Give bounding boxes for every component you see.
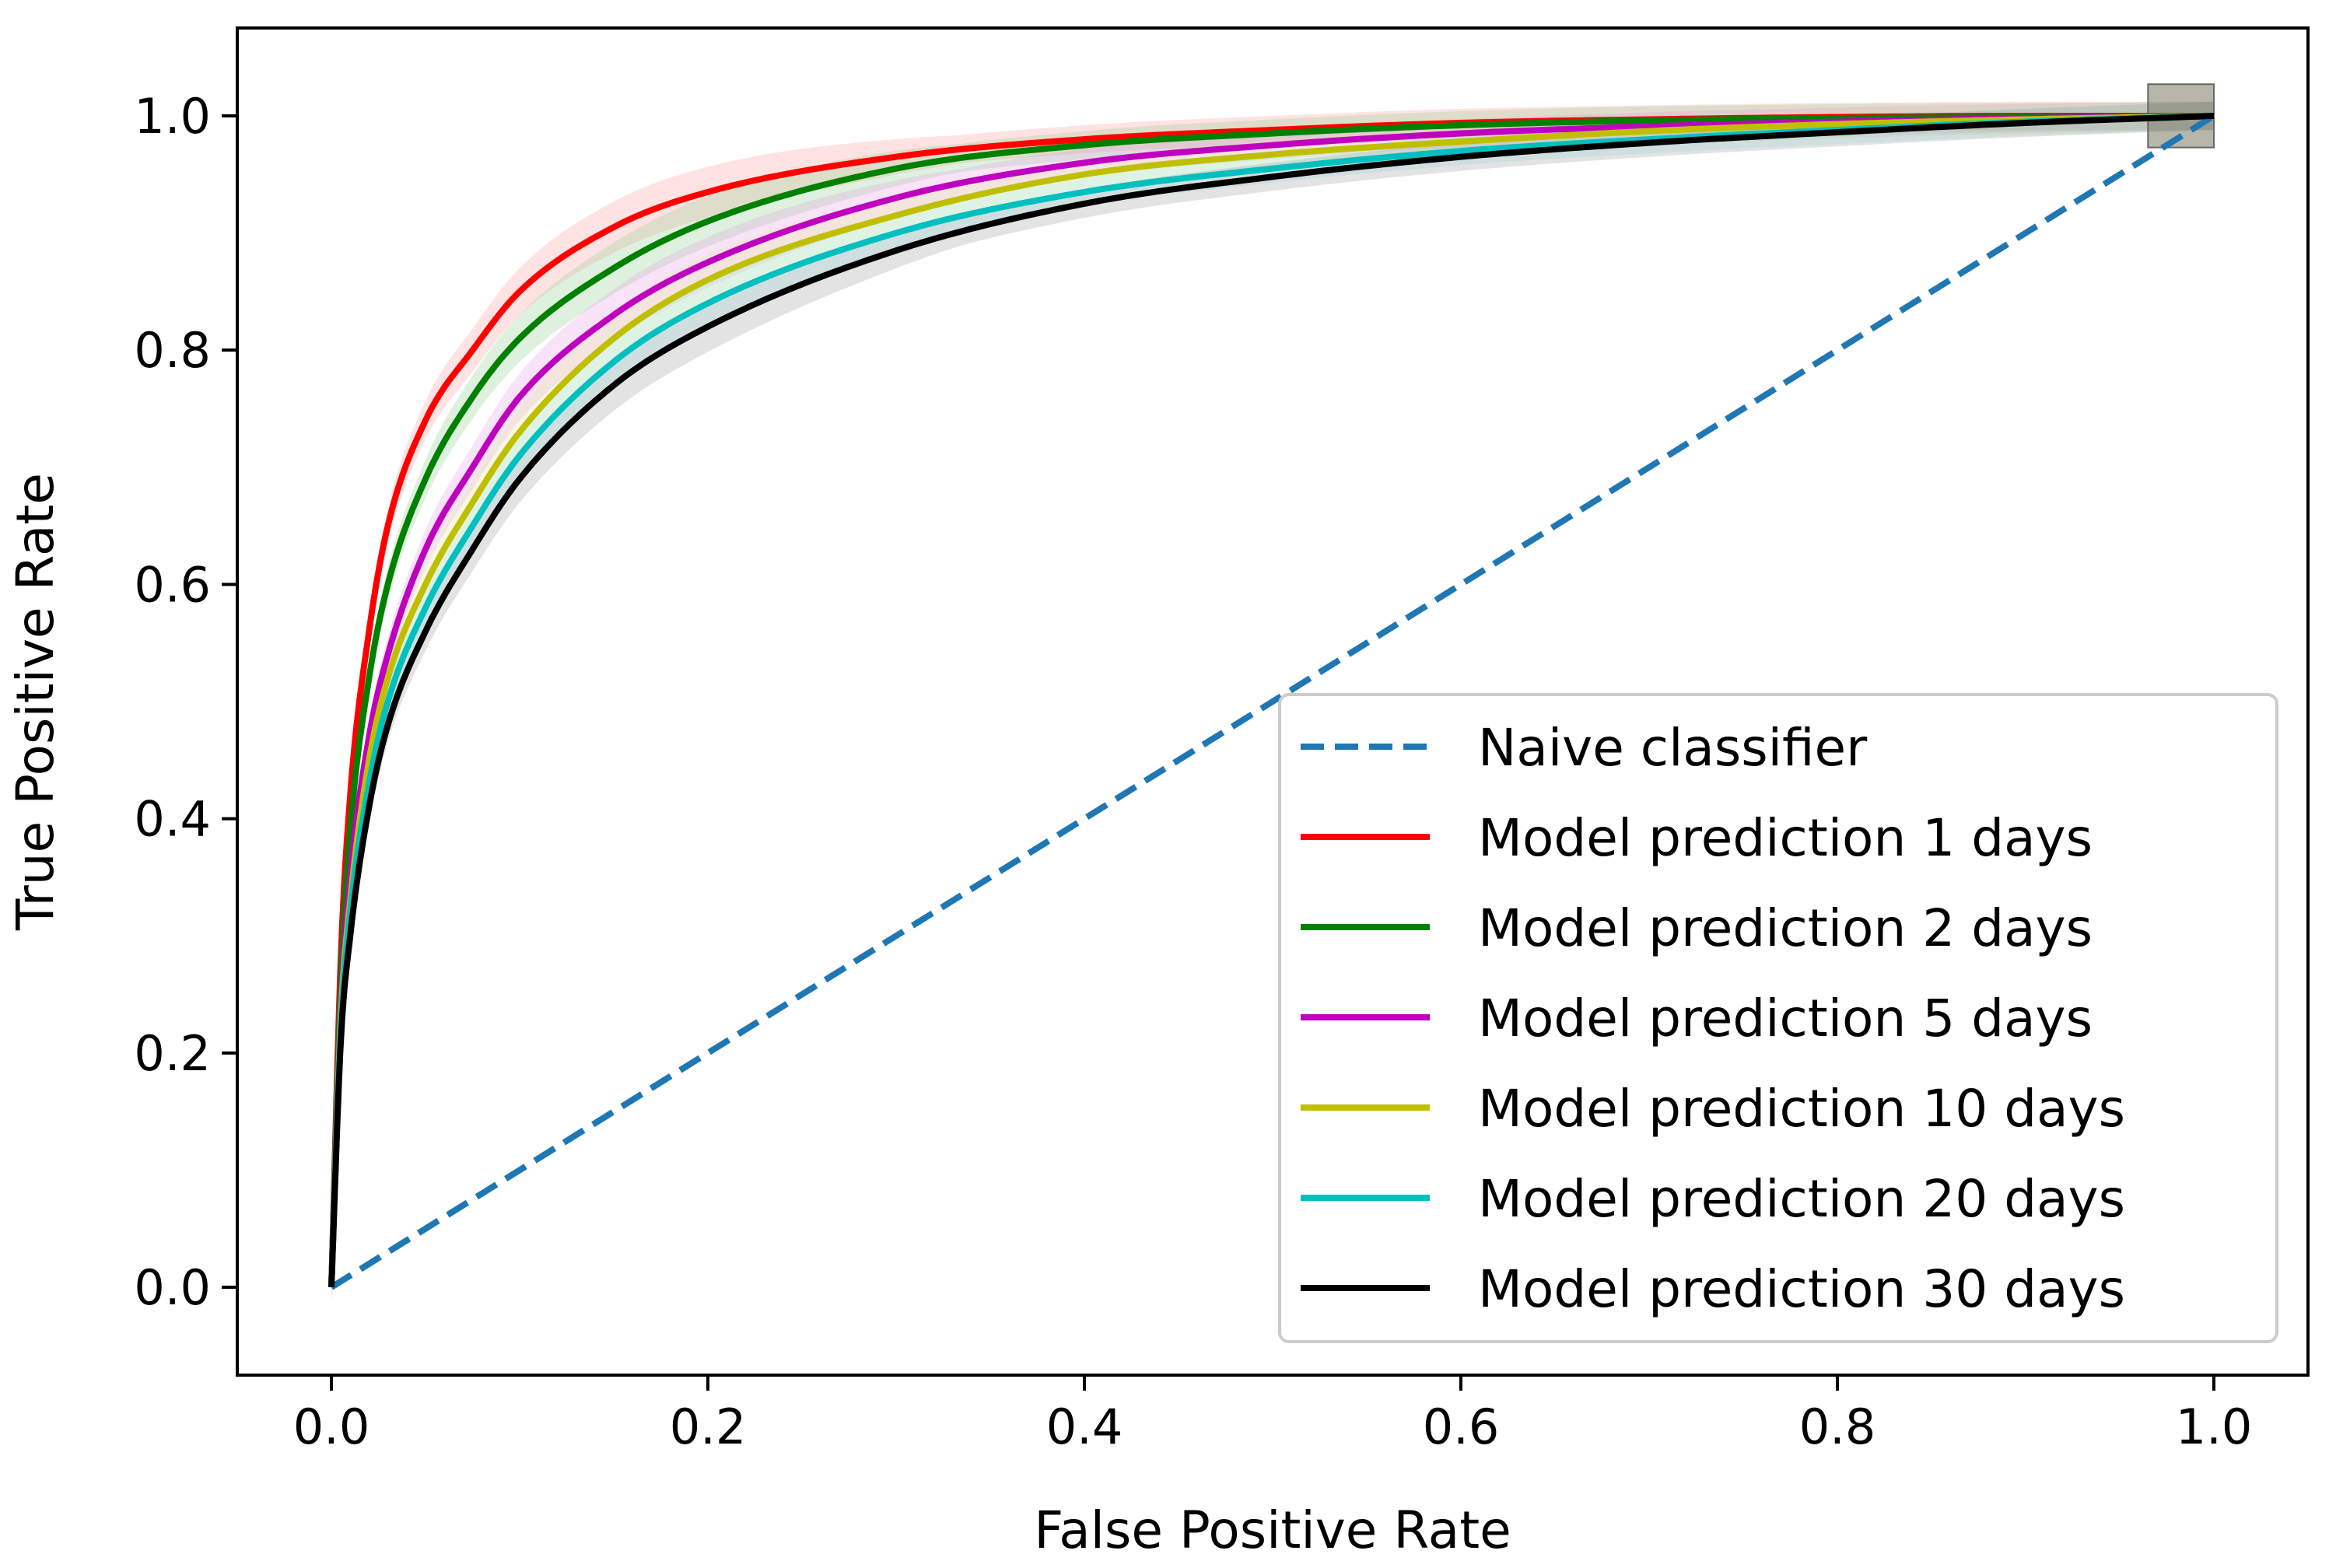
x-tick-label: 0.6 [1423,1398,1500,1455]
x-tick-label: 0.2 [670,1398,747,1455]
y-tick-label: 0.0 [134,1259,211,1316]
legend-label: Model prediction 2 days [1478,898,2093,958]
x-tick-label: 0.4 [1046,1398,1123,1455]
legend-label: Model prediction 20 days [1478,1169,2125,1229]
series-lines [328,113,2216,1290]
legend: Naive classifier Model prediction 1 days M… [1278,693,2278,1343]
x-tick-label: 0.0 [293,1398,370,1455]
y-tick-label: 0.2 [134,1025,211,1082]
legend-label: Naive classifier [1478,718,1868,778]
legend-box [1278,693,2278,1343]
series-line-3 [328,113,2215,1288]
y-axis-label: True Positive Rate [5,473,65,931]
naive-classifier-line [329,113,2216,1290]
x-axis-ticks: 0.0 0.2 0.4 0.6 0.8 1.0 [293,1375,2253,1455]
series-line-4 [328,113,2215,1288]
series-line-2 [328,113,2214,1288]
y-tick-label: 0.4 [134,791,211,848]
x-tick-label: 0.8 [1799,1398,1876,1455]
x-tick-label: 1.0 [2176,1398,2253,1455]
legend-label: Model prediction 1 days [1478,808,2093,868]
y-tick-label: 0.6 [134,556,211,613]
legend-label: Model prediction 10 days [1478,1079,2125,1139]
x-axis-label: False Positive Rate [1034,1500,1511,1560]
y-tick-label: 0.8 [134,322,211,379]
y-axis-ticks: 0.0 0.2 0.4 0.6 0.8 1.0 [134,88,237,1316]
legend-label: Model prediction 5 days [1478,989,2093,1048]
legend-label: Model prediction 30 days [1478,1259,2125,1319]
y-tick-label: 1.0 [134,88,211,145]
plot-frame [236,26,2310,1377]
series-line-6 [328,113,2215,1288]
